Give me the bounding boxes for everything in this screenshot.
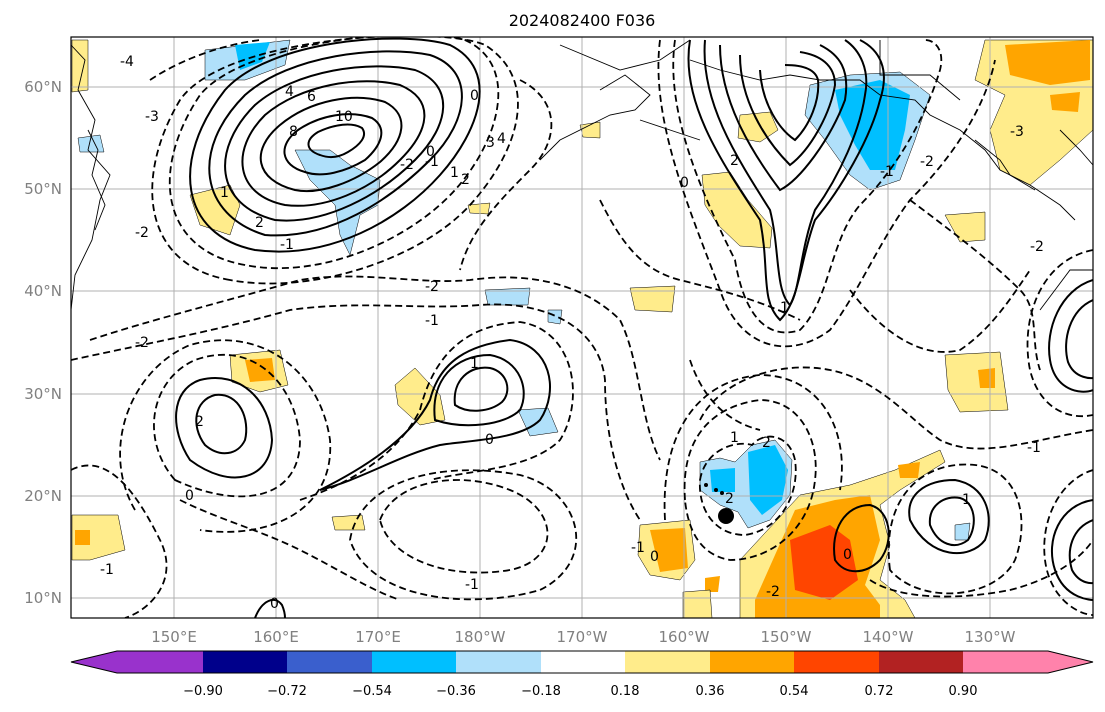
contour-label: 2 bbox=[730, 153, 739, 169]
colorbar-segment bbox=[287, 651, 372, 673]
colorbar-segment bbox=[203, 651, 287, 673]
contour-label: -4 bbox=[120, 54, 134, 70]
colorbar-segment bbox=[963, 651, 1093, 673]
colorbar-tick: −0.72 bbox=[267, 684, 307, 699]
colorbar-segment bbox=[710, 651, 794, 673]
contour-label: 1 bbox=[780, 300, 789, 316]
contour-label: 1 bbox=[730, 430, 739, 446]
contour-label: 4 bbox=[285, 84, 294, 100]
contour-label: -2 bbox=[1030, 239, 1044, 255]
contour-label: 2 bbox=[725, 491, 734, 507]
contour-label: -2 bbox=[135, 225, 149, 241]
contour-label: -1 bbox=[880, 164, 894, 180]
contour-label: -1 bbox=[425, 154, 439, 170]
map-panel: -4 -3 -2 -1 0 1 2 4 6 8 10 -2 -1 0 1 2 3… bbox=[70, 36, 1094, 619]
contour-lines bbox=[71, 37, 1093, 618]
colorbar-tick: −0.36 bbox=[436, 684, 476, 699]
map-frame bbox=[70, 36, 1094, 619]
contour-label: 3 bbox=[486, 135, 495, 151]
figure-title: 2024082400 F036 bbox=[509, 11, 656, 30]
lat-label: 10°N bbox=[24, 589, 62, 607]
contour-label: 1 bbox=[450, 165, 459, 181]
storm-position-marker bbox=[718, 508, 734, 524]
colorbar-segment bbox=[456, 651, 541, 673]
colorbar-segment bbox=[794, 651, 879, 673]
colorbar-segment bbox=[625, 651, 710, 673]
colorbar-tick: 0.36 bbox=[696, 684, 725, 699]
lon-label: 160°E bbox=[253, 628, 299, 646]
lon-label: 180°W bbox=[455, 628, 506, 646]
colorbar-outline bbox=[70, 650, 1094, 674]
colorbar-tick: 0.54 bbox=[780, 684, 809, 699]
lat-label: 30°N bbox=[24, 385, 62, 403]
contour-label: -3 bbox=[145, 109, 159, 125]
colorbar-tick: −0.90 bbox=[183, 684, 223, 699]
contour-label: 8 bbox=[289, 124, 298, 140]
contour-label: 0 bbox=[485, 432, 494, 448]
contour-label: 1 bbox=[962, 492, 971, 508]
contour-label: 0 bbox=[843, 547, 852, 563]
colorbar-tick: −0.18 bbox=[521, 684, 561, 699]
lat-label: 60°N bbox=[24, 78, 62, 96]
contour-label: 1 bbox=[220, 185, 229, 201]
contour-label: 4 bbox=[497, 131, 506, 147]
contour-label: 2 bbox=[195, 414, 204, 430]
lon-label: 140°W bbox=[863, 628, 914, 646]
lat-label: 20°N bbox=[24, 487, 62, 505]
contour-label: 2 bbox=[762, 435, 771, 451]
contour-label: -2 bbox=[135, 335, 149, 351]
colorbar-tick: −0.54 bbox=[352, 684, 392, 699]
contour-label: 6 bbox=[307, 89, 316, 105]
contour-label: -1 bbox=[100, 562, 114, 578]
contour-label: 0 bbox=[650, 549, 659, 565]
colorbar-tick: 0.18 bbox=[611, 684, 640, 699]
contour-label-group: -4 -3 -2 -1 0 1 2 4 6 8 10 -2 -1 0 1 2 3… bbox=[100, 54, 1044, 612]
colorbar-segment bbox=[71, 651, 203, 673]
longitude-axis: 150°E 160°E 170°E 180°W 170°W 160°W 150°… bbox=[151, 628, 1015, 646]
colorbar: −0.90 −0.72 −0.54 −0.36 −0.18 0.18 0.36 … bbox=[70, 650, 1094, 699]
contour-label: -1 bbox=[1027, 440, 1041, 456]
contour-label: -1 bbox=[465, 577, 479, 593]
contour-label: 10 bbox=[335, 109, 353, 125]
latitude-axis: 60°N 50°N 40°N 30°N 20°N 10°N bbox=[24, 78, 62, 607]
lon-label: 150°E bbox=[151, 628, 197, 646]
colorbar-tick: 0.90 bbox=[949, 684, 978, 699]
contour-label: -1 bbox=[280, 237, 294, 253]
contour-label: 0 bbox=[270, 596, 279, 612]
contour-label: -1 bbox=[631, 540, 645, 556]
contour-label: -1 bbox=[425, 313, 439, 329]
coastlines bbox=[71, 39, 1093, 495]
contour-label: 1 bbox=[470, 356, 479, 372]
lon-label: 170°W bbox=[557, 628, 608, 646]
contour-label: 2 bbox=[461, 172, 470, 188]
lat-label: 50°N bbox=[24, 180, 62, 198]
contour-label: 0 bbox=[470, 88, 479, 104]
contour-label: 2 bbox=[255, 215, 264, 231]
colorbar-tick: 0.72 bbox=[865, 684, 894, 699]
lon-label: 160°W bbox=[659, 628, 710, 646]
lon-label: 170°E bbox=[355, 628, 401, 646]
contour-label: -2 bbox=[766, 584, 780, 600]
contour-label: -2 bbox=[425, 279, 439, 295]
contour-label: -2 bbox=[920, 154, 934, 170]
lon-label: 150°W bbox=[761, 628, 812, 646]
colorbar-segment bbox=[372, 651, 456, 673]
contour-label: 0 bbox=[680, 175, 689, 191]
contour-label: 0 bbox=[185, 488, 194, 504]
lon-label: 130°W bbox=[965, 628, 1016, 646]
colorbar-segment bbox=[879, 651, 963, 673]
colorbar-segment bbox=[541, 651, 625, 673]
lat-label: 40°N bbox=[24, 282, 62, 300]
contour-label: 0 bbox=[426, 144, 435, 160]
shaded-anomalies bbox=[71, 39, 1093, 618]
contour-label: -3 bbox=[1010, 124, 1024, 140]
contour-label: -2 bbox=[400, 157, 414, 173]
